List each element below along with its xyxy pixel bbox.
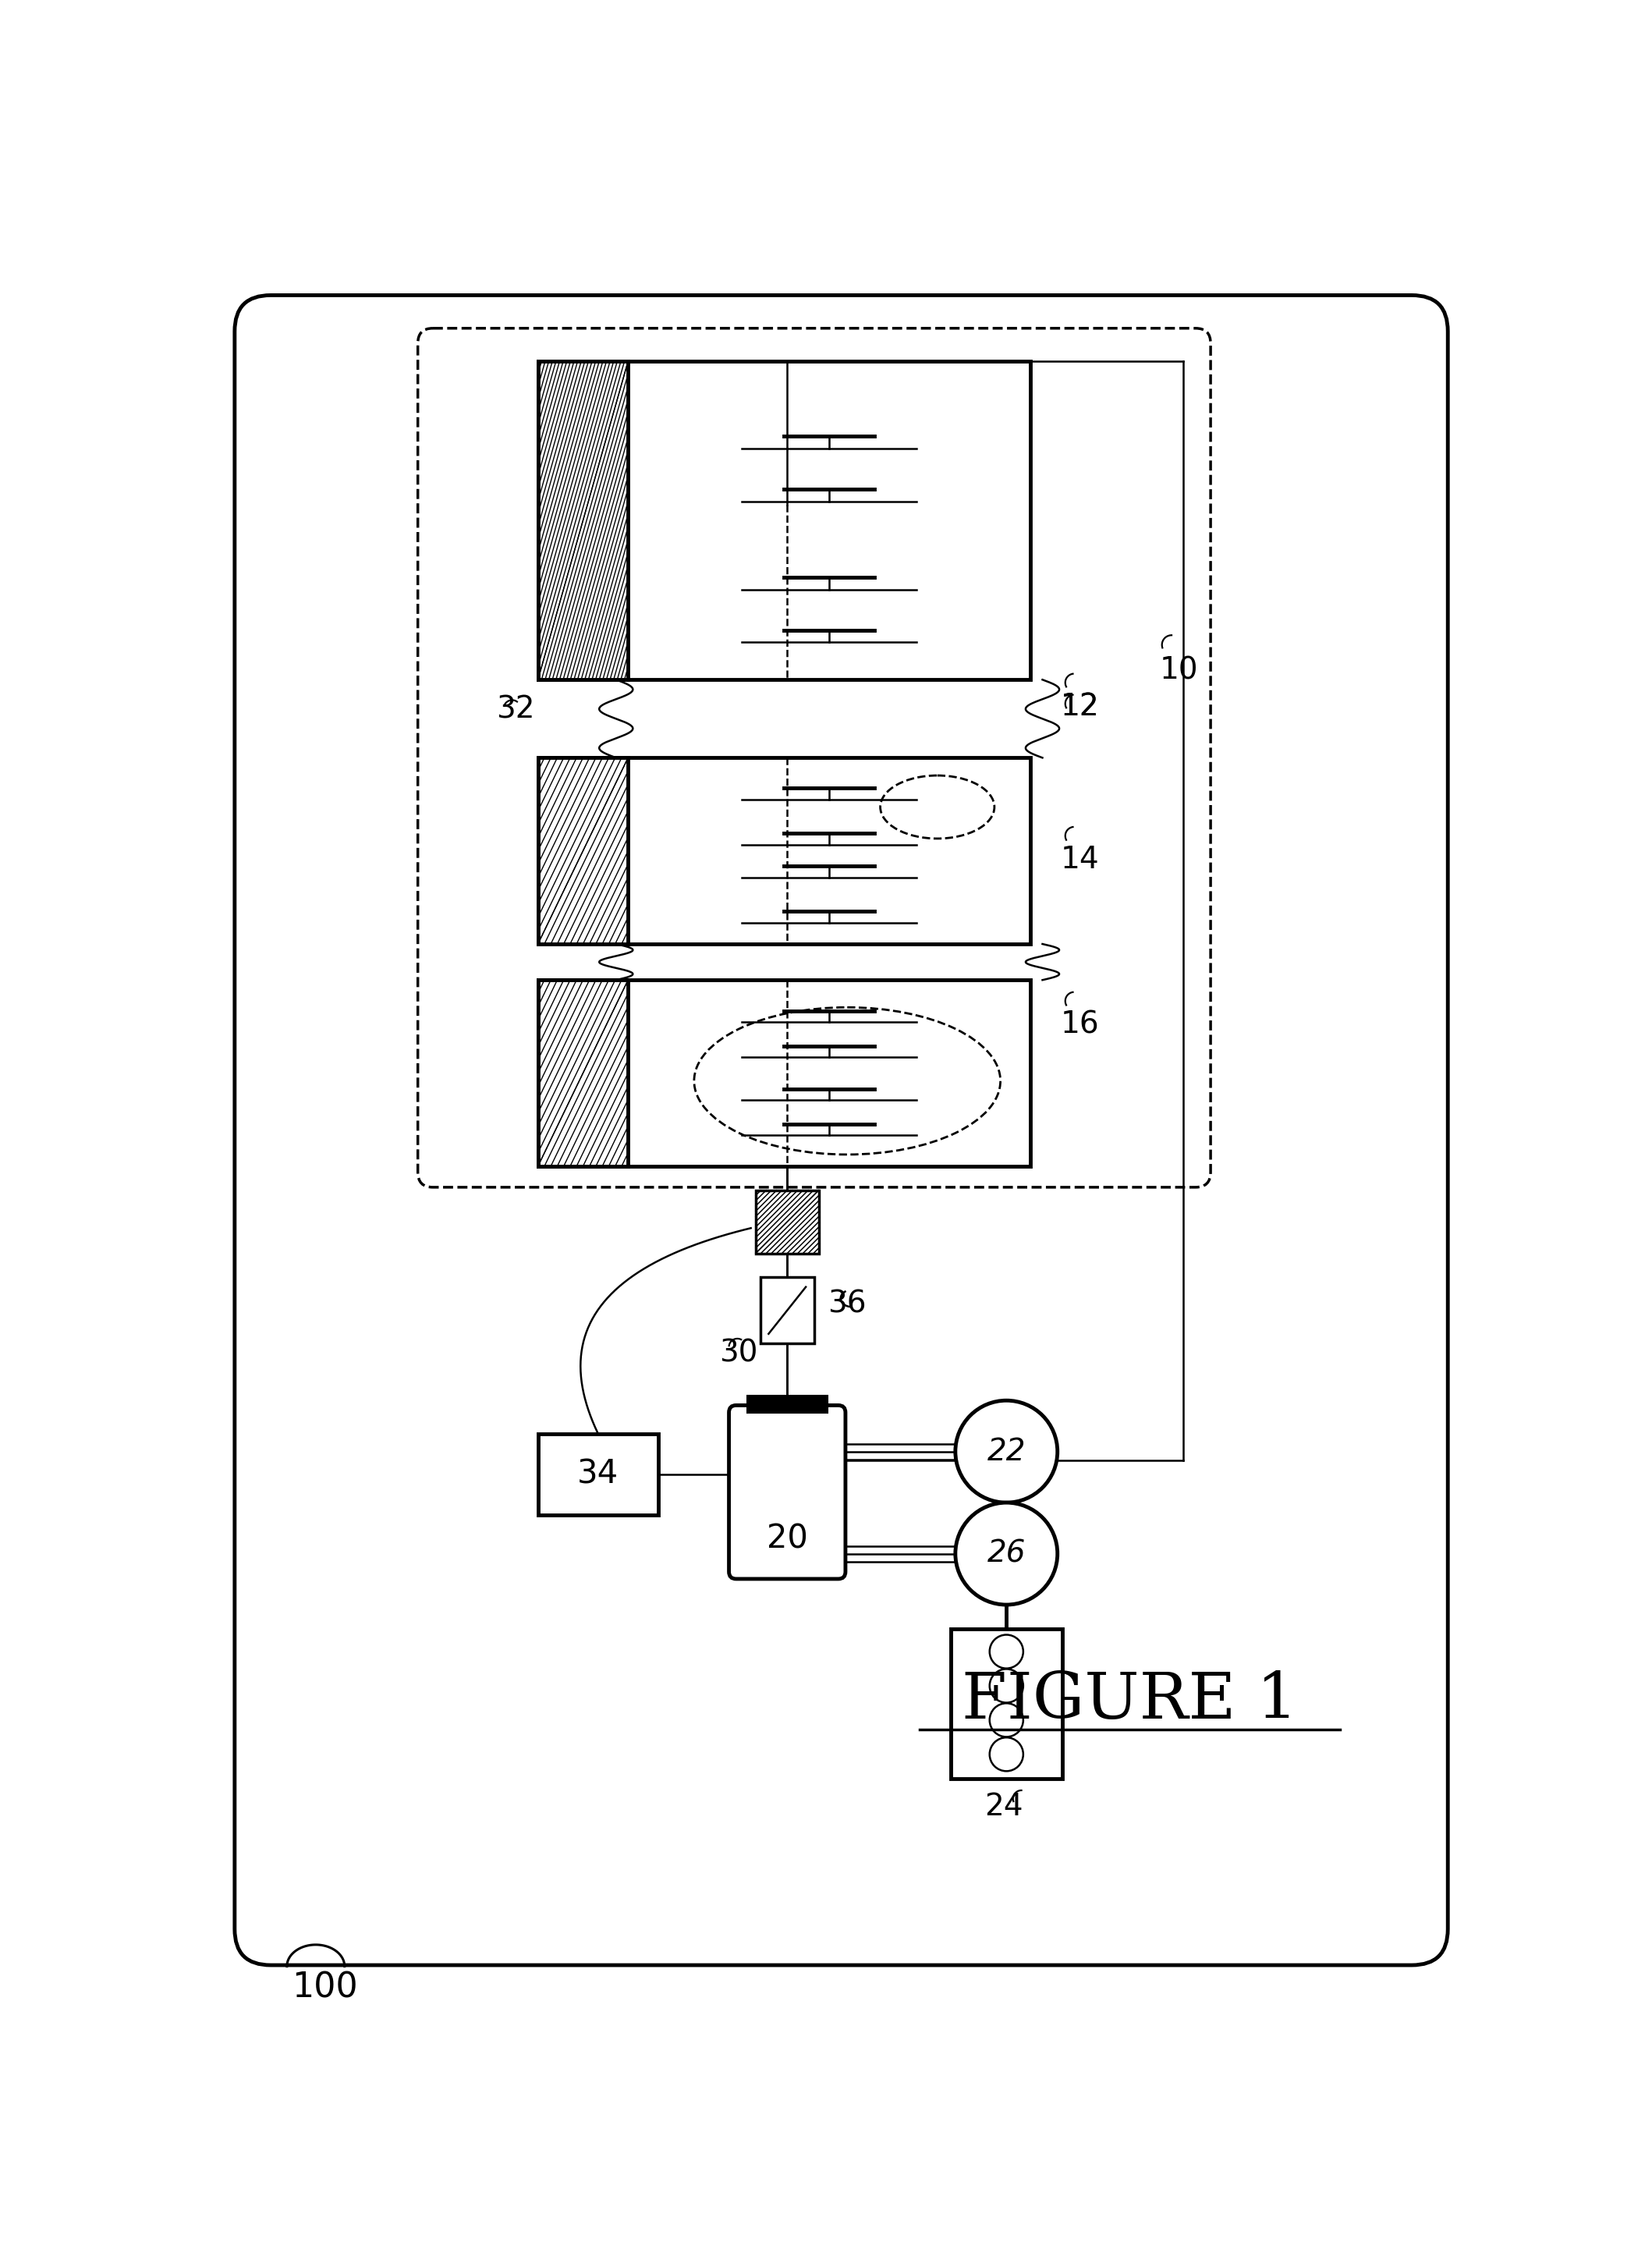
Bar xyxy=(539,757,628,945)
Circle shape xyxy=(955,1401,1057,1503)
Bar xyxy=(539,981,1031,1166)
Text: 10: 10 xyxy=(1160,655,1198,685)
Bar xyxy=(539,1433,657,1514)
Text: 24: 24 xyxy=(985,1792,1023,1822)
Bar xyxy=(539,362,1031,680)
Circle shape xyxy=(955,1503,1057,1605)
Text: 16: 16 xyxy=(1061,1010,1099,1040)
Text: 30: 30 xyxy=(719,1338,758,1367)
Bar xyxy=(539,757,1031,945)
Circle shape xyxy=(990,1738,1023,1772)
Bar xyxy=(539,362,628,680)
Circle shape xyxy=(990,1704,1023,1738)
Bar xyxy=(755,1191,819,1254)
Text: 12: 12 xyxy=(1061,692,1099,721)
Text: 20: 20 xyxy=(767,1523,808,1555)
Text: 36: 36 xyxy=(828,1290,866,1320)
Circle shape xyxy=(990,1634,1023,1668)
Text: 22: 22 xyxy=(988,1437,1026,1467)
Bar xyxy=(747,1397,828,1412)
Text: 34: 34 xyxy=(577,1458,620,1489)
Bar xyxy=(539,981,628,1166)
FancyBboxPatch shape xyxy=(729,1406,846,1580)
Text: 26: 26 xyxy=(988,1539,1026,1568)
Text: FIGURE 1: FIGURE 1 xyxy=(961,1670,1297,1731)
Text: 32: 32 xyxy=(496,694,535,725)
FancyBboxPatch shape xyxy=(235,296,1447,1966)
Text: 12: 12 xyxy=(1061,692,1099,721)
Circle shape xyxy=(990,1668,1023,1702)
Bar xyxy=(760,1277,814,1342)
Bar xyxy=(952,1629,1062,1779)
Text: 14: 14 xyxy=(1061,845,1099,875)
Bar xyxy=(747,1397,828,1412)
Text: 100: 100 xyxy=(292,1971,358,2005)
